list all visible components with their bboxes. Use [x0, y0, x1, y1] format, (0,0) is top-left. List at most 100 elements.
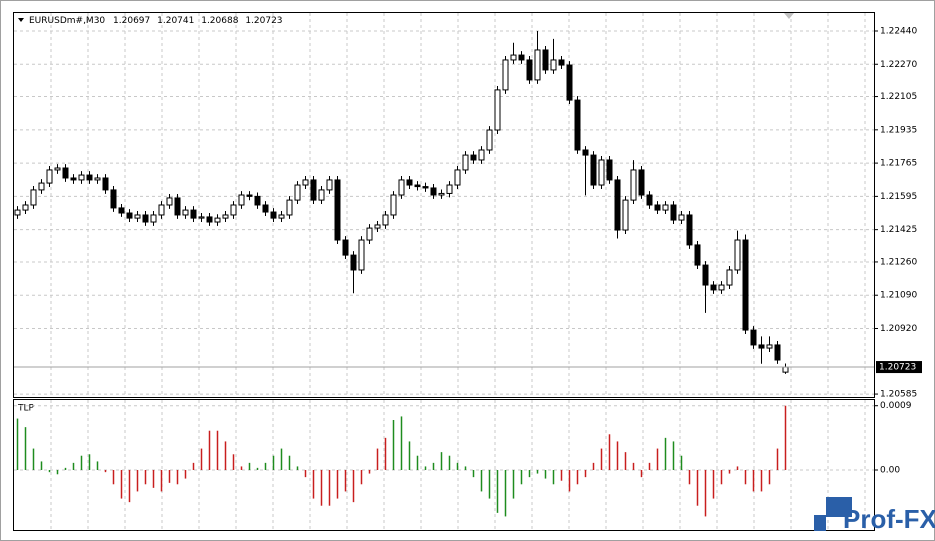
- candle-body: [254, 195, 261, 206]
- chart-shift-marker[interactable]: [784, 13, 794, 19]
- candle-body: [94, 177, 101, 181]
- candle-body: [342, 239, 349, 256]
- candle-body: [278, 214, 285, 219]
- candle-body: [414, 184, 421, 188]
- candle-body: [622, 199, 629, 231]
- candle-body: [438, 192, 445, 196]
- candle-body: [270, 211, 277, 219]
- candle-body: [670, 204, 677, 221]
- candle-body: [518, 54, 525, 61]
- y-tick-label: 1.22440: [880, 26, 917, 36]
- candle-body: [606, 159, 613, 181]
- candle-body: [198, 216, 205, 219]
- candle-body: [158, 204, 165, 216]
- indicator-pane-frame: [13, 399, 875, 531]
- y-tick-label: 0.0009: [880, 401, 912, 411]
- candle-body: [574, 99, 581, 151]
- candle-body: [134, 214, 141, 219]
- candle-body: [526, 59, 533, 81]
- watermark-text: Prof-FX: [843, 504, 935, 534]
- candle-body: [262, 204, 269, 213]
- candle-body: [662, 204, 669, 211]
- watermark-logo: Prof-FX: [814, 497, 935, 534]
- y-tick-label: 1.20585: [880, 390, 917, 400]
- candle-body: [374, 224, 381, 229]
- candle-body: [406, 179, 413, 186]
- candle-body: [590, 154, 597, 186]
- candle-body: [382, 214, 389, 226]
- candle-body: [734, 239, 741, 271]
- y-tick-label: 1.21425: [880, 225, 917, 235]
- candle-body: [774, 344, 781, 361]
- candle-body: [726, 269, 733, 286]
- candle-body: [118, 207, 125, 214]
- candle-body: [150, 214, 157, 223]
- candle-body: [78, 174, 85, 181]
- candle-body: [70, 177, 77, 181]
- candle-body: [38, 182, 45, 191]
- candle-body: [630, 169, 637, 201]
- candle-body: [614, 179, 621, 231]
- candle-body: [646, 194, 653, 206]
- candle-body: [782, 366, 789, 373]
- candle-body: [166, 197, 173, 206]
- candle-body: [110, 189, 117, 209]
- candle-body: [230, 204, 237, 216]
- y-tick-label: 1.21595: [880, 192, 917, 202]
- candle-body: [494, 89, 501, 131]
- candle-body: [534, 49, 541, 81]
- symbol: EURUSDm#,M30: [29, 16, 105, 26]
- candle-body: [486, 129, 493, 151]
- last-price-box: [876, 361, 922, 374]
- menu-arrow[interactable]: [18, 18, 24, 22]
- candle-body: [366, 227, 373, 241]
- candle-body: [174, 197, 181, 216]
- candle-body: [702, 264, 709, 286]
- candle-body: [678, 214, 685, 221]
- candle-body: [398, 179, 405, 196]
- candle-body: [758, 344, 765, 349]
- candle-body: [566, 64, 573, 101]
- candle-body: [222, 214, 229, 219]
- chart-header: EURUSDm#,M30 1.20697 1.20741 1.20688 1.2…: [29, 16, 283, 26]
- y-tick-label: 1.21935: [880, 125, 917, 135]
- candle-body: [214, 217, 221, 223]
- candle-body: [22, 204, 29, 211]
- candle-body: [238, 194, 245, 206]
- high-price: 1.20741: [157, 16, 194, 26]
- candle-body: [206, 216, 213, 223]
- candle-body: [86, 174, 93, 181]
- y-tick-label: 1.22270: [880, 60, 917, 70]
- y-tick-label: 1.21260: [880, 257, 917, 267]
- candle-body: [430, 187, 437, 196]
- candle-body: [350, 254, 357, 271]
- candle-body: [310, 179, 317, 201]
- candle-body: [46, 169, 53, 184]
- candle-body: [686, 214, 693, 246]
- candle-body: [54, 167, 61, 171]
- candle-body: [62, 167, 69, 179]
- y-tick-label: 1.20920: [880, 324, 917, 334]
- candle-body: [334, 179, 341, 241]
- candle-body: [142, 214, 149, 223]
- candle-body: [654, 204, 661, 211]
- candle-body: [182, 209, 189, 216]
- y-tick-label: 1.21765: [880, 159, 917, 169]
- price-pane-frame: [13, 12, 875, 398]
- candle-body: [318, 189, 325, 201]
- candle-body: [478, 149, 485, 161]
- candle-body: [286, 199, 293, 216]
- candle-body: [326, 179, 333, 191]
- candle-body: [766, 344, 773, 349]
- candle-body: [710, 284, 717, 291]
- candle-body: [294, 184, 301, 201]
- candle-body: [742, 239, 749, 331]
- candle-body: [246, 194, 253, 197]
- candle-body: [14, 209, 21, 216]
- candle-body: [390, 194, 397, 216]
- candle-body: [462, 154, 469, 171]
- logo-block: [826, 497, 852, 517]
- candle-body: [718, 284, 725, 291]
